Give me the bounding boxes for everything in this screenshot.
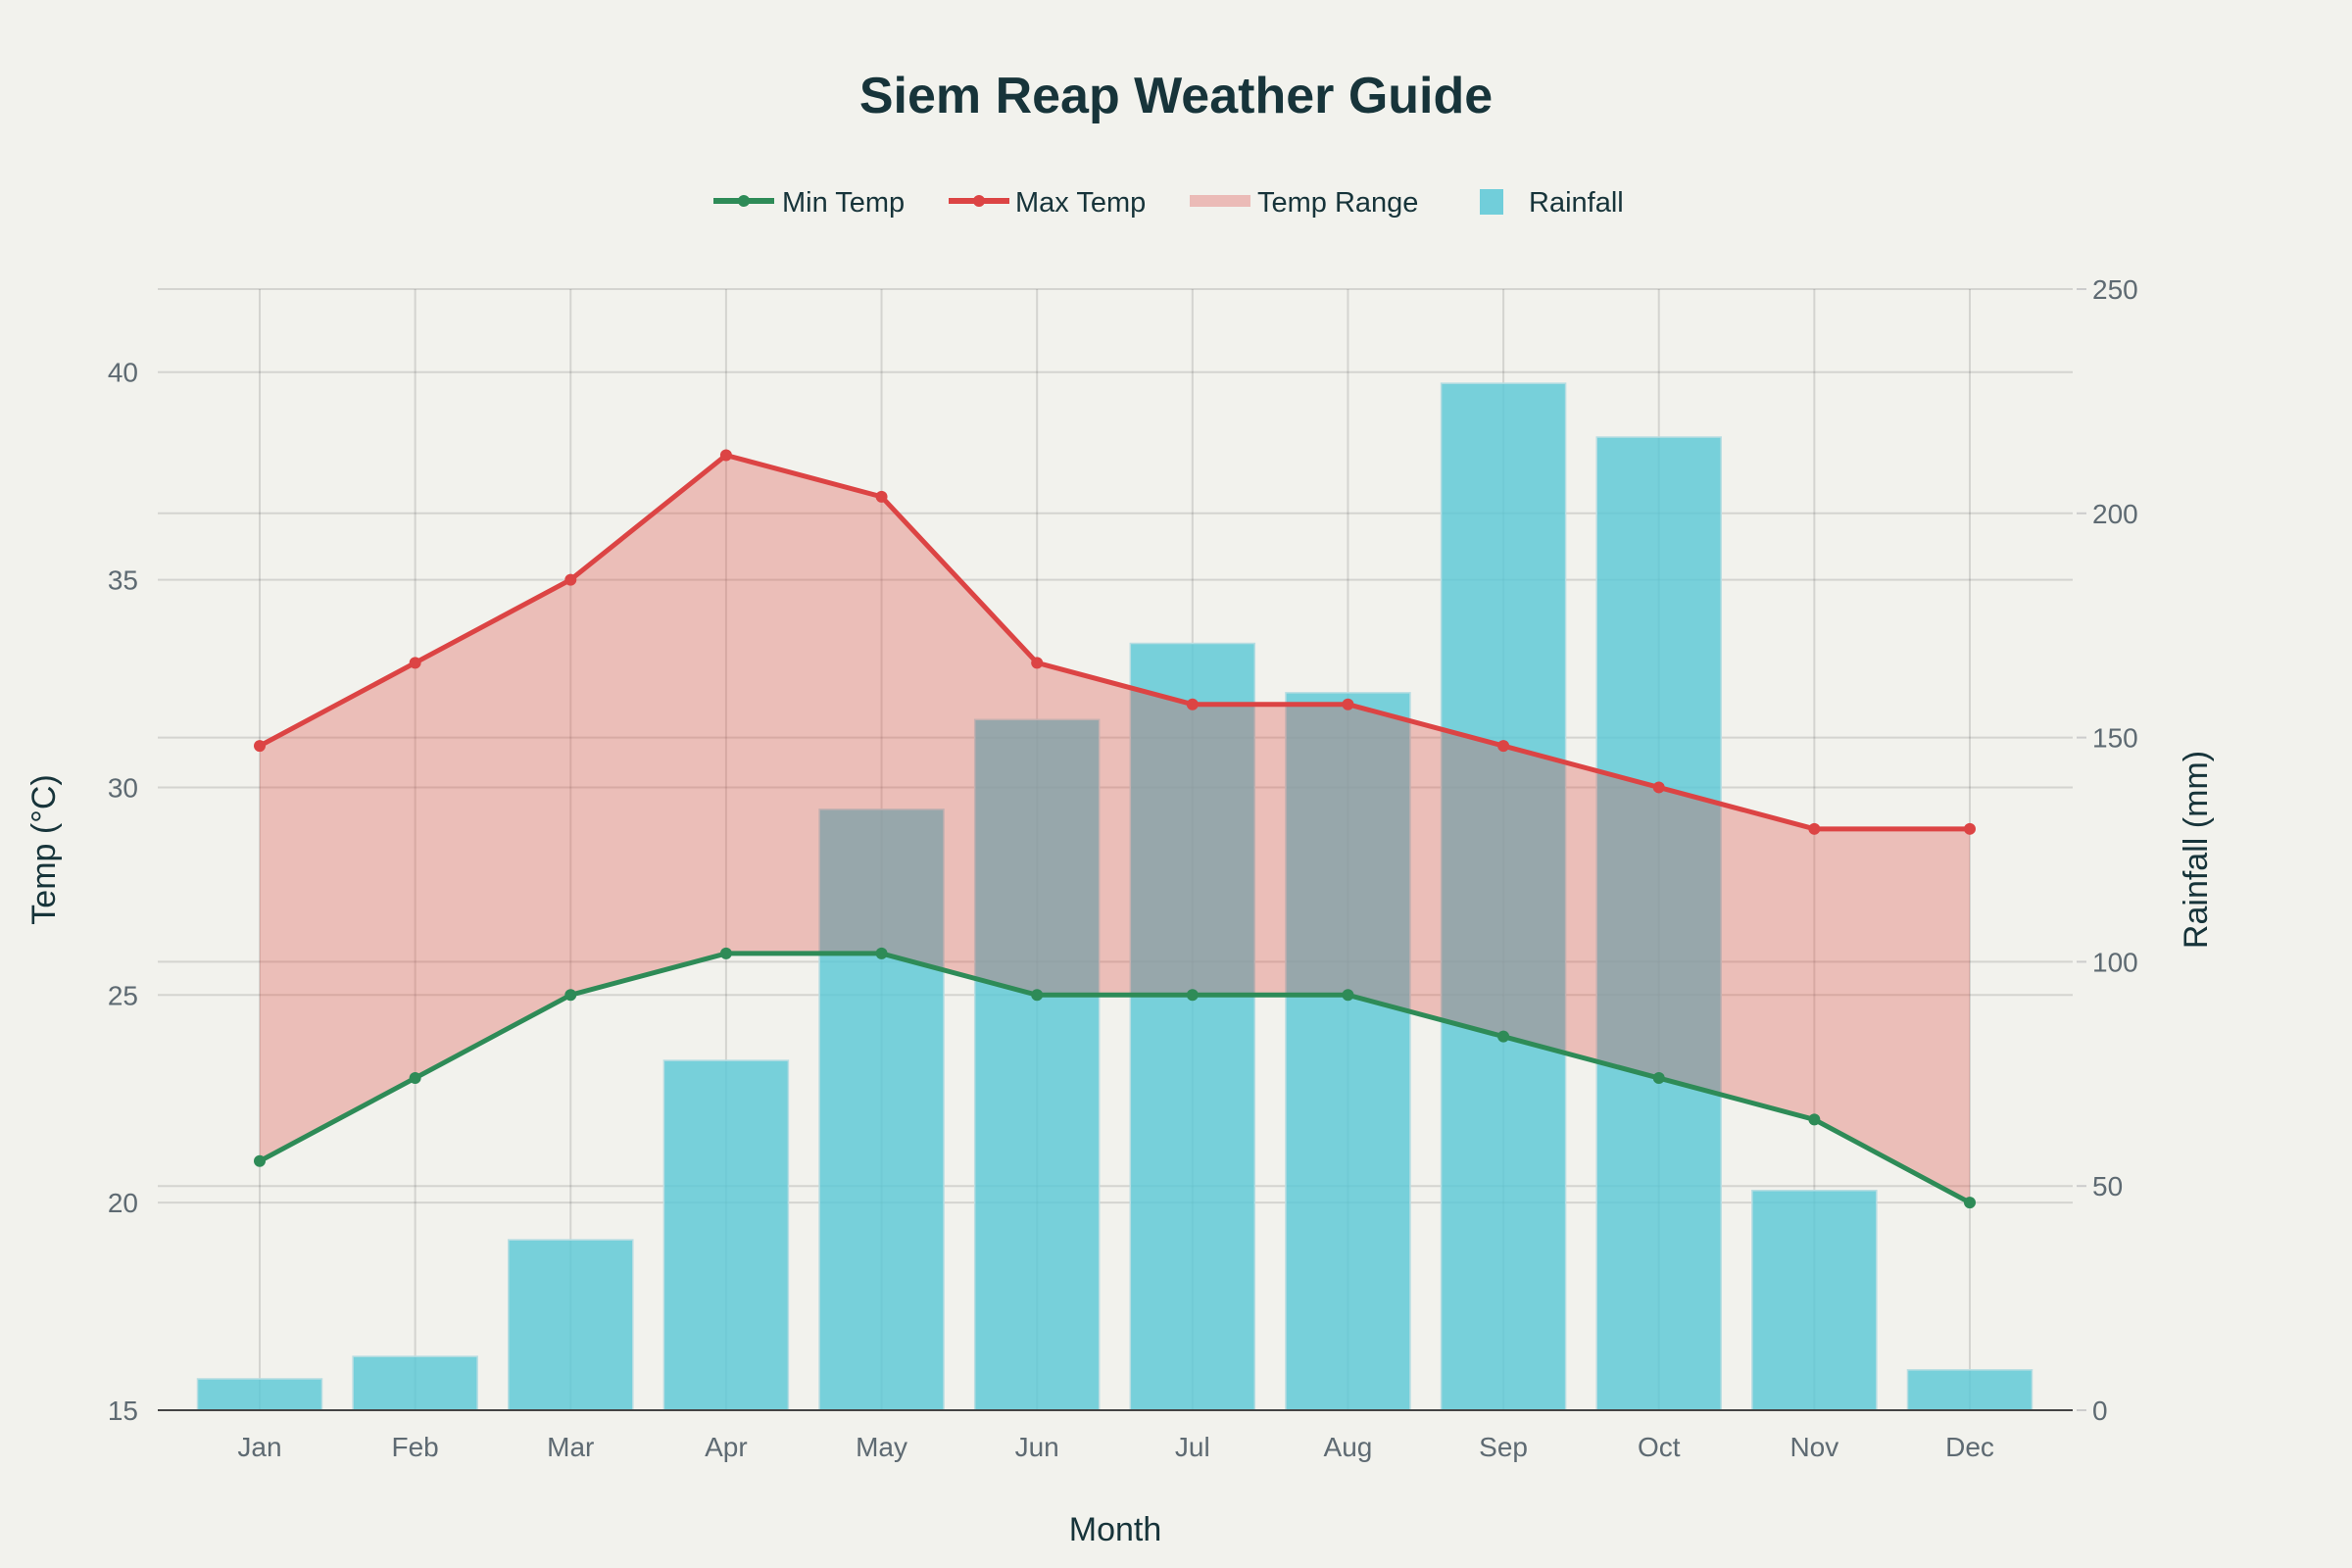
temp-lines bbox=[254, 449, 1976, 1209]
rainfall-bar bbox=[196, 1378, 323, 1411]
min-temp-point bbox=[564, 989, 577, 1002]
max-temp-point bbox=[875, 490, 888, 503]
min-temp-point bbox=[254, 1154, 266, 1167]
x-tick-label: Dec bbox=[1945, 1432, 1994, 1462]
rainfall-bar bbox=[1751, 1190, 1878, 1411]
legend-rainfall-swatch bbox=[1480, 189, 1503, 215]
min-temp-point bbox=[875, 947, 888, 959]
min-temp-point bbox=[1497, 1030, 1510, 1043]
legend-max-temp-label: Max Temp bbox=[1015, 187, 1146, 219]
temp-range-fill bbox=[260, 455, 1970, 1203]
x-tick-label: Oct bbox=[1638, 1432, 1681, 1462]
y2-tick-label: 200 bbox=[2092, 499, 2138, 529]
max-temp-point bbox=[1186, 698, 1199, 710]
x-tick-label: Jan bbox=[237, 1432, 281, 1462]
min-temp-point bbox=[1031, 989, 1044, 1002]
max-temp-point bbox=[1497, 740, 1510, 753]
max-temp-point bbox=[1652, 781, 1665, 794]
rainfall-bar bbox=[662, 1059, 790, 1411]
rainfall-bar bbox=[1285, 692, 1411, 1411]
y2-axis-label: Rainfall (mm) bbox=[2178, 751, 2215, 949]
max-temp-point bbox=[409, 657, 421, 669]
chart-title: Siem Reap Weather Guide bbox=[859, 68, 1493, 124]
rainfall-bar bbox=[1440, 382, 1567, 1411]
max-temp-point bbox=[1964, 822, 1976, 835]
min-temp-point bbox=[409, 1072, 421, 1085]
legend-rainfall-label: Rainfall bbox=[1529, 187, 1624, 219]
y2-tick-label: 150 bbox=[2092, 723, 2138, 754]
min-temp-point bbox=[1652, 1072, 1665, 1085]
x-tick-label: Feb bbox=[392, 1432, 439, 1462]
min-temp-point bbox=[1964, 1197, 1976, 1209]
x-tick-label: Nov bbox=[1789, 1432, 1838, 1462]
rainfall-bar bbox=[1129, 642, 1256, 1411]
legend[interactable]: Min Temp Max Temp Temp Range Rainfall bbox=[713, 187, 1624, 219]
rainfall-bar bbox=[508, 1239, 634, 1411]
max-temp-line bbox=[258, 452, 1970, 832]
min-temp-point bbox=[1342, 989, 1354, 1002]
x-axis-label: Month bbox=[1069, 1511, 1162, 1548]
y-tick-label: 30 bbox=[108, 772, 138, 803]
y-tick-label: 25 bbox=[108, 980, 138, 1010]
y2-tick-label: 100 bbox=[2092, 947, 2138, 977]
legend-temp-range-swatch bbox=[1190, 195, 1250, 207]
min-temp-line bbox=[258, 951, 1972, 1205]
max-temp-point bbox=[1342, 698, 1354, 710]
x-tick-label: Jul bbox=[1175, 1432, 1210, 1462]
rainfall-bar bbox=[1906, 1369, 2034, 1411]
legend-temp-range-label: Temp Range bbox=[1257, 187, 1418, 219]
max-temp-point bbox=[564, 573, 577, 586]
y2-tick-label: 250 bbox=[2092, 274, 2138, 305]
rainfall-bars bbox=[196, 382, 2034, 1411]
axes: Jan Feb Mar Apr May Jun Jul Aug Sep Oct Nov Dec 15 20… bbox=[108, 274, 2138, 1462]
min-temp-point bbox=[1808, 1113, 1821, 1126]
x-tick-label: May bbox=[856, 1432, 907, 1462]
y-tick-label: 15 bbox=[108, 1396, 138, 1426]
y2-tick-label: 0 bbox=[2092, 1396, 2108, 1426]
x-tick-label: Apr bbox=[705, 1432, 748, 1462]
rainfall-bar bbox=[973, 718, 1101, 1411]
rainfall-bar bbox=[818, 808, 945, 1411]
temp-range-area bbox=[260, 455, 1970, 1203]
x-tick-label: Jun bbox=[1015, 1432, 1059, 1462]
rainfall-bar bbox=[352, 1355, 478, 1411]
max-temp-point bbox=[1808, 822, 1821, 835]
legend-min-temp-label: Min Temp bbox=[782, 187, 905, 219]
min-temp-point bbox=[719, 947, 732, 959]
x-tick-label: Aug bbox=[1324, 1432, 1373, 1462]
y2-tick-label: 50 bbox=[2092, 1171, 2123, 1201]
y-axis-label: Temp (°C) bbox=[25, 774, 63, 924]
max-temp-point bbox=[254, 740, 266, 753]
legend-min-temp-marker bbox=[738, 195, 750, 207]
x-tick-label: Mar bbox=[547, 1432, 594, 1462]
max-temp-point bbox=[1031, 657, 1044, 669]
y-tick-label: 35 bbox=[108, 565, 138, 596]
legend-max-temp-marker bbox=[973, 195, 985, 207]
max-temp-point bbox=[719, 449, 732, 462]
min-temp-point bbox=[1186, 989, 1199, 1002]
y-tick-label: 20 bbox=[108, 1188, 138, 1218]
x-tick-label: Sep bbox=[1479, 1432, 1528, 1462]
rainfall-bar bbox=[1595, 436, 1722, 1411]
y-tick-label: 40 bbox=[108, 358, 138, 388]
